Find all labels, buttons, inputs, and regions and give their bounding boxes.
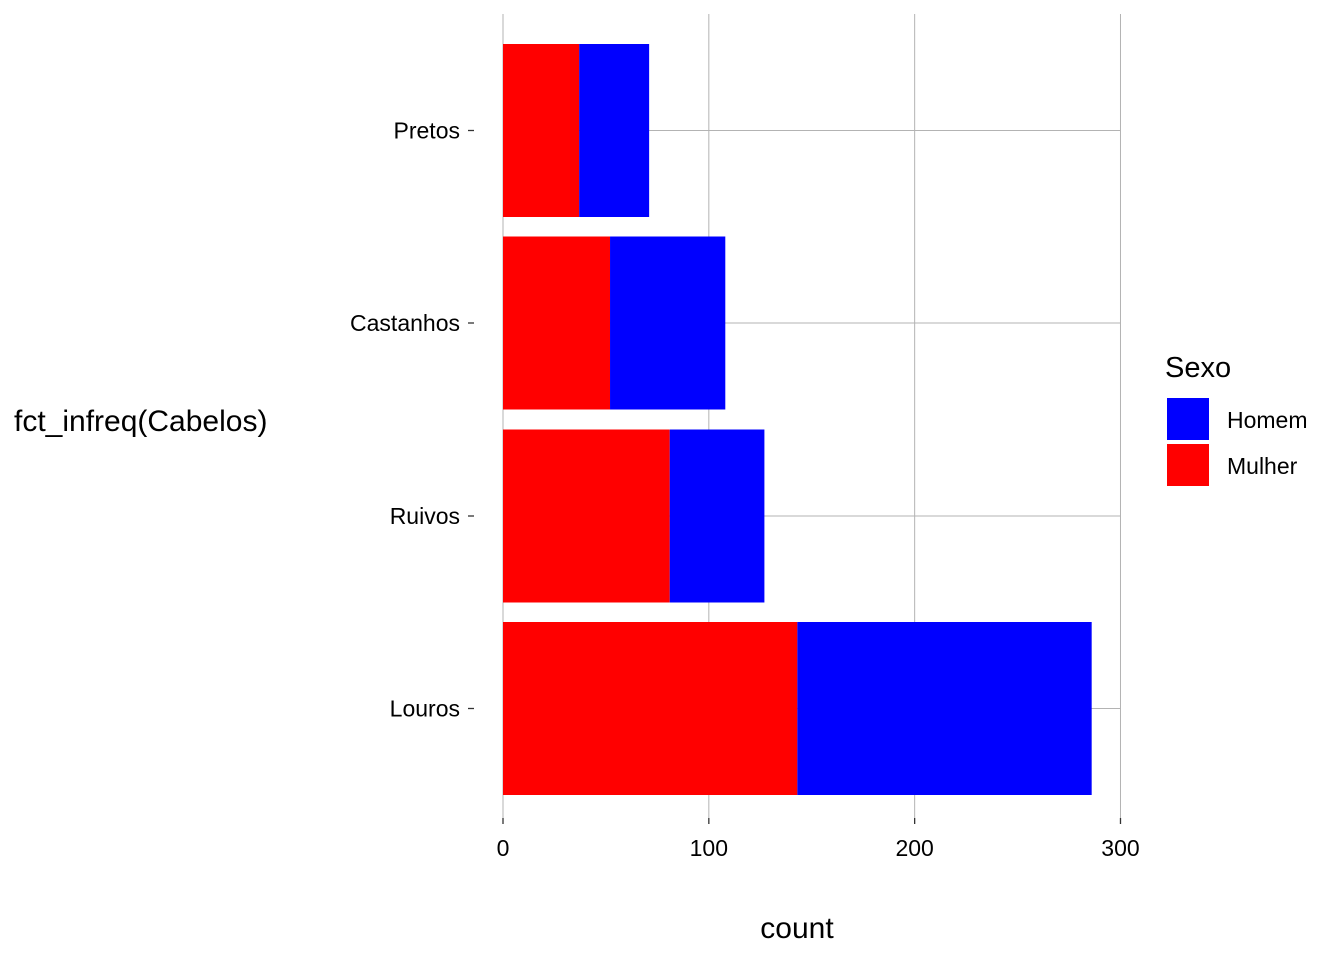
x-tick-label: 200 [895,835,933,861]
legend-key-homem [1167,398,1209,440]
bar-castanhos-homem [610,236,726,410]
y-tick-label: Ruivos [390,503,460,529]
bar-pretos-mulher [503,44,580,217]
y-tick-label: Louros [390,696,460,722]
bars [503,44,1092,795]
legend: Sexo Homem Mulher [1165,352,1308,486]
bar-pretos-homem [579,44,650,217]
x-axis-title: count [760,912,834,945]
bar-ruivos-mulher [503,429,670,603]
bar-castanhos-mulher [503,236,611,410]
bar-louros-mulher [503,622,798,795]
legend-label-mulher: Mulher [1227,453,1298,479]
legend-label-homem: Homem [1227,407,1308,433]
x-tick-label: 100 [690,835,728,861]
legend-key-mulher [1167,444,1209,486]
x-tick-label: 0 [497,835,510,861]
y-tick-label: Pretos [394,118,460,144]
x-axis: 0 100 200 300 [497,818,1140,861]
x-tick-label: 300 [1101,835,1139,861]
y-tick-label: Castanhos [350,310,460,336]
bar-louros-homem [797,622,1092,795]
y-axis: Louros Ruivos Castanhos Pretos [350,118,474,722]
legend-title: Sexo [1165,352,1231,384]
y-axis-title: fct_infreq(Cabelos) [14,405,267,438]
bar-ruivos-homem [669,429,765,603]
